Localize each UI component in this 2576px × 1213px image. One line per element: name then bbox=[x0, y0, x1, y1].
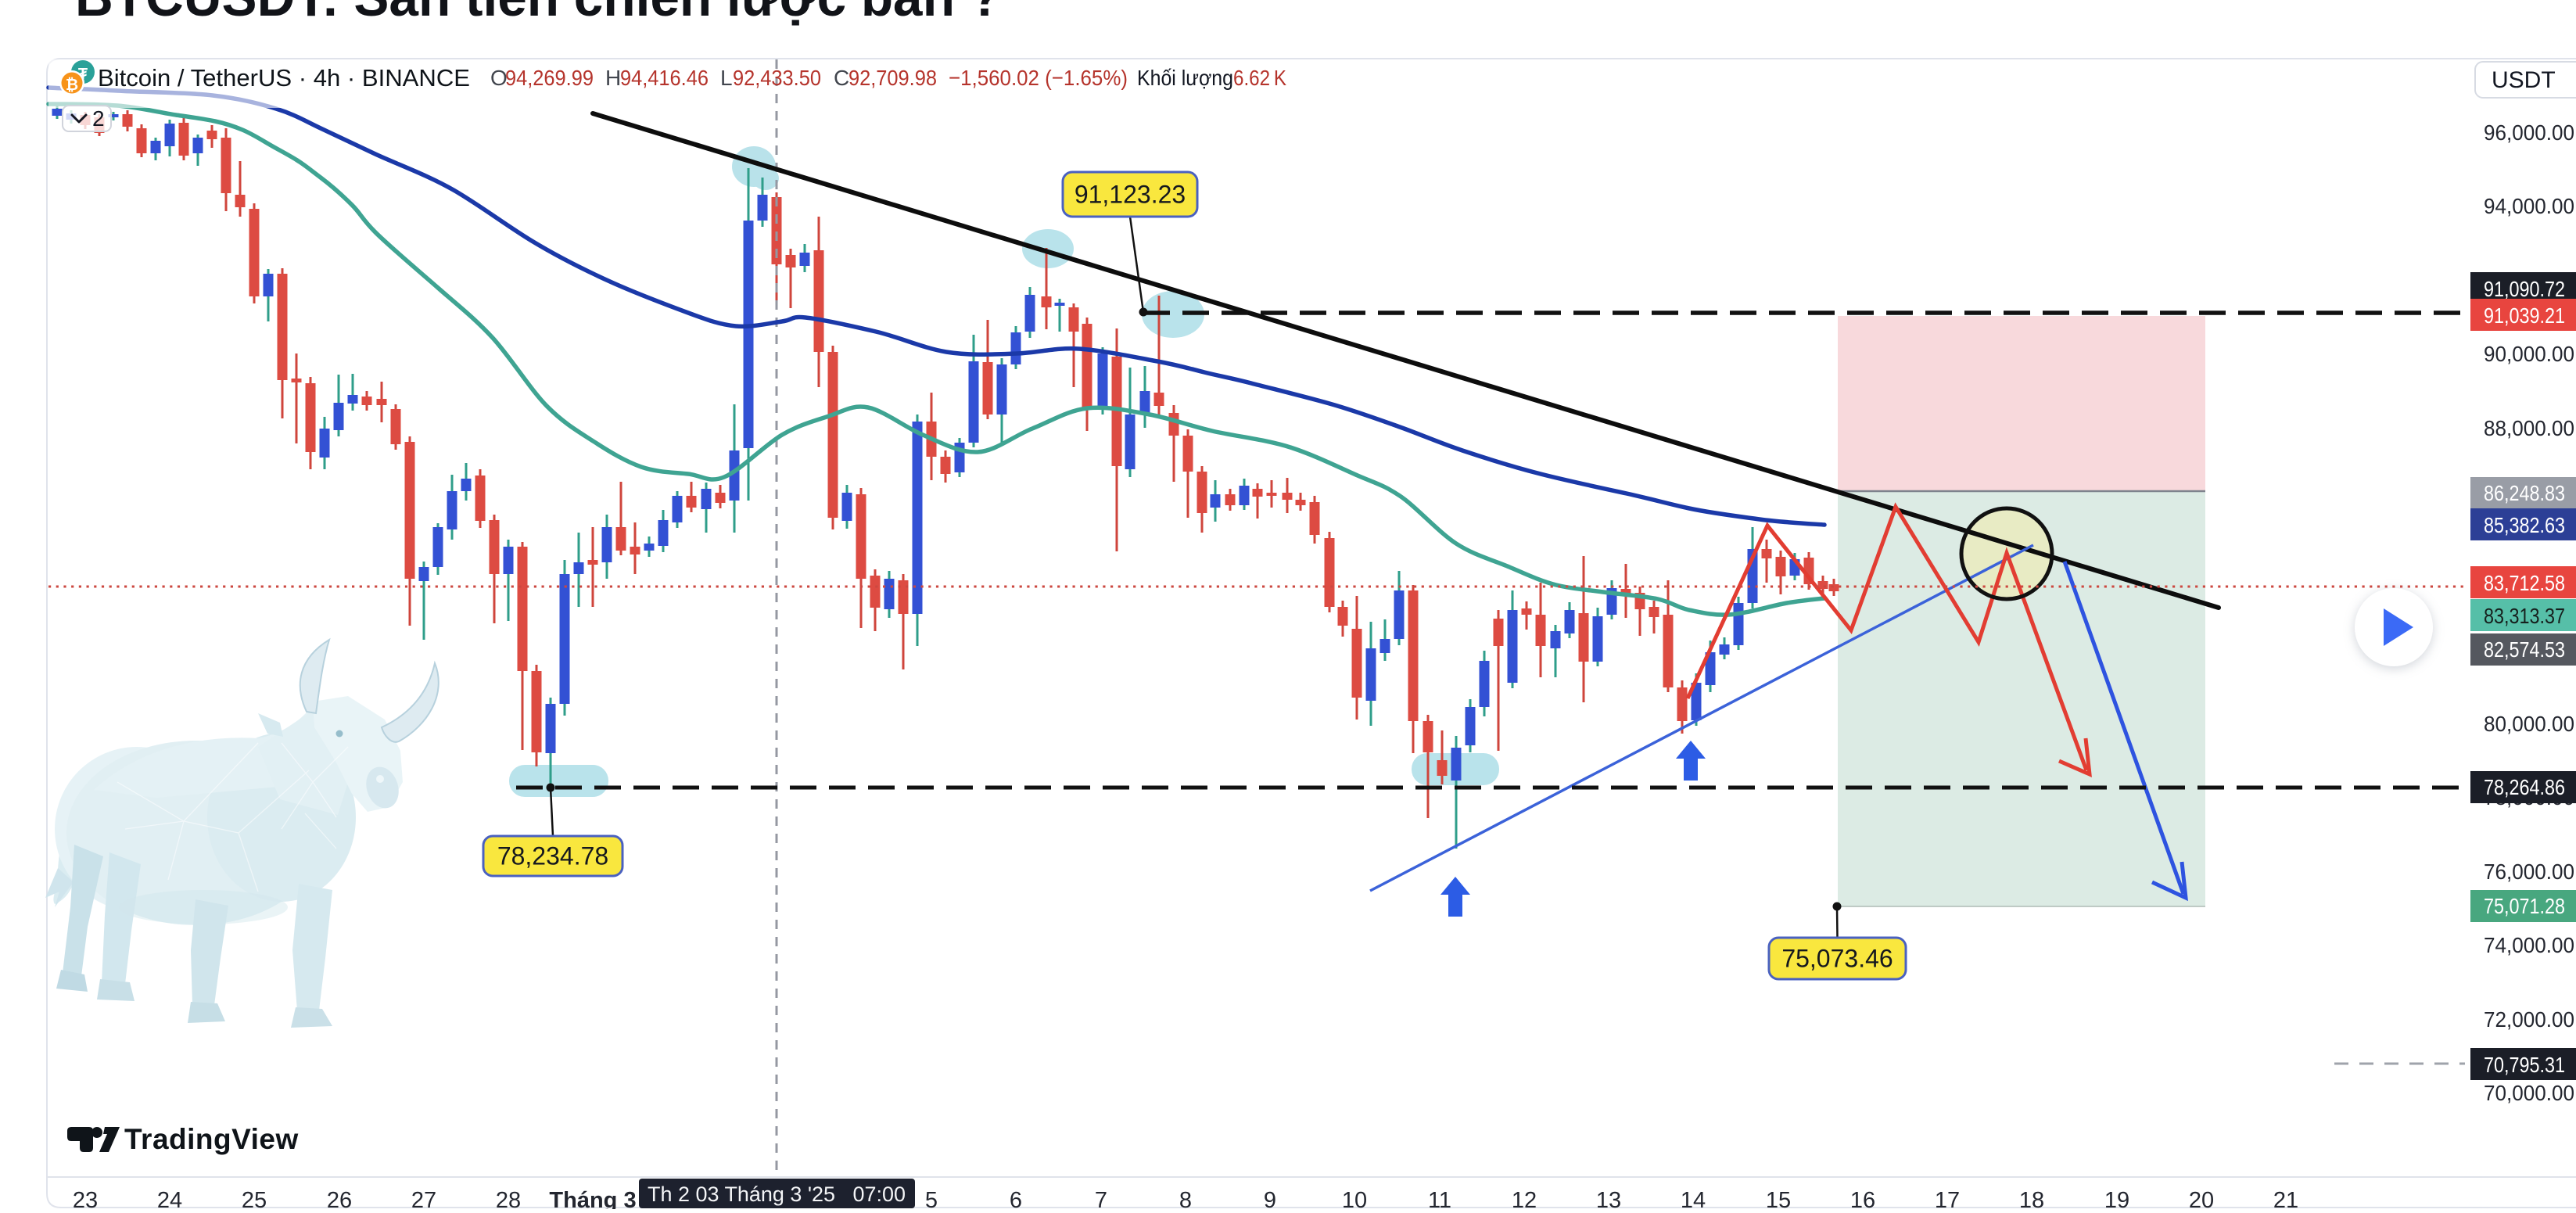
svg-text:92,709.98: 92,709.98 bbox=[849, 66, 937, 90]
svg-text:−1,560.02 (−1.65%): −1,560.02 (−1.65%) bbox=[949, 66, 1128, 90]
svg-text:80,000.00: 80,000.00 bbox=[2484, 712, 2574, 736]
svg-text:9: 9 bbox=[1264, 1188, 1276, 1209]
svg-text:Khối lượng: Khối lượng bbox=[1137, 66, 1233, 90]
svg-text:BTCUSDT: Sẵn tiền chiến lược b: BTCUSDT: Sẵn tiền chiến lược bán ? bbox=[75, 0, 1002, 27]
svg-text:₿: ₿ bbox=[66, 77, 78, 94]
svg-text:Th 2 03 Tháng 3 '25 07:00: Th 2 03 Tháng 3 '25 07:00 bbox=[648, 1182, 906, 1206]
svg-text:O: O bbox=[490, 66, 508, 90]
svg-text:12: 12 bbox=[1512, 1188, 1537, 1209]
svg-text:92,433.50: 92,433.50 bbox=[733, 66, 821, 90]
svg-text:75,073.46: 75,073.46 bbox=[1781, 945, 1893, 973]
svg-text:TradingView: TradingView bbox=[124, 1123, 299, 1155]
svg-text:83,712.58: 83,712.58 bbox=[2484, 571, 2565, 595]
svg-text:91,090.72: 91,090.72 bbox=[2484, 277, 2565, 301]
svg-text:USDT: USDT bbox=[2492, 67, 2556, 93]
svg-text:L: L bbox=[720, 66, 733, 90]
svg-text:2: 2 bbox=[92, 106, 105, 131]
svg-text:76,000.00: 76,000.00 bbox=[2484, 860, 2574, 884]
svg-text:6.62 K: 6.62 K bbox=[1233, 66, 1286, 90]
svg-text:13: 13 bbox=[1596, 1188, 1621, 1209]
svg-text:16: 16 bbox=[1850, 1188, 1875, 1209]
svg-text:20: 20 bbox=[2189, 1188, 2214, 1209]
svg-text:C: C bbox=[834, 66, 849, 90]
svg-text:5: 5 bbox=[925, 1188, 938, 1209]
svg-text:8: 8 bbox=[1179, 1188, 1192, 1209]
svg-text:27: 27 bbox=[411, 1188, 436, 1209]
svg-text:14: 14 bbox=[1681, 1188, 1706, 1209]
svg-text:85,382.63: 85,382.63 bbox=[2484, 513, 2565, 537]
svg-text:96,000.00: 96,000.00 bbox=[2484, 120, 2574, 145]
svg-text:70,795.31: 70,795.31 bbox=[2484, 1053, 2565, 1077]
svg-text:90,000.00: 90,000.00 bbox=[2484, 342, 2574, 366]
svg-text:11: 11 bbox=[1428, 1188, 1451, 1209]
svg-text:78,234.78: 78,234.78 bbox=[497, 842, 608, 870]
svg-text:78,264.86: 78,264.86 bbox=[2484, 775, 2565, 799]
svg-text:24: 24 bbox=[157, 1188, 182, 1209]
svg-text:82,574.53: 82,574.53 bbox=[2484, 637, 2565, 662]
svg-text:6: 6 bbox=[1010, 1188, 1022, 1209]
svg-text:17: 17 bbox=[1935, 1188, 1960, 1209]
svg-text:72,000.00: 72,000.00 bbox=[2484, 1007, 2574, 1032]
svg-text:25: 25 bbox=[242, 1188, 267, 1209]
svg-text:19: 19 bbox=[2104, 1188, 2129, 1209]
svg-text:21: 21 bbox=[2273, 1188, 2298, 1209]
svg-text:94,000.00: 94,000.00 bbox=[2484, 194, 2574, 218]
svg-text:91,123.23: 91,123.23 bbox=[1075, 181, 1186, 209]
svg-text:70,000.00: 70,000.00 bbox=[2484, 1081, 2574, 1105]
svg-text:86,248.83: 86,248.83 bbox=[2484, 481, 2565, 505]
svg-text:15: 15 bbox=[1766, 1188, 1791, 1209]
svg-text:Tháng 3: Tháng 3 bbox=[549, 1188, 636, 1209]
svg-text:Bitcoin / TetherUS · 4h · BINA: Bitcoin / TetherUS · 4h · BINANCE bbox=[98, 64, 470, 92]
svg-text:28: 28 bbox=[496, 1188, 521, 1209]
svg-text:23: 23 bbox=[73, 1188, 98, 1209]
svg-text:18: 18 bbox=[2019, 1188, 2044, 1209]
svg-text:10: 10 bbox=[1342, 1188, 1367, 1209]
svg-text:75,071.28: 75,071.28 bbox=[2484, 894, 2565, 918]
svg-text:91,039.21: 91,039.21 bbox=[2484, 303, 2565, 328]
svg-text:83,313.37: 83,313.37 bbox=[2484, 604, 2565, 628]
svg-text:94,269.99: 94,269.99 bbox=[505, 66, 594, 90]
svg-text:74,000.00: 74,000.00 bbox=[2484, 933, 2574, 957]
svg-text:H: H bbox=[605, 66, 621, 90]
svg-text:7: 7 bbox=[1095, 1188, 1107, 1209]
svg-text:94,416.46: 94,416.46 bbox=[620, 66, 709, 90]
svg-text:88,000.00: 88,000.00 bbox=[2484, 416, 2574, 440]
svg-text:26: 26 bbox=[327, 1188, 352, 1209]
